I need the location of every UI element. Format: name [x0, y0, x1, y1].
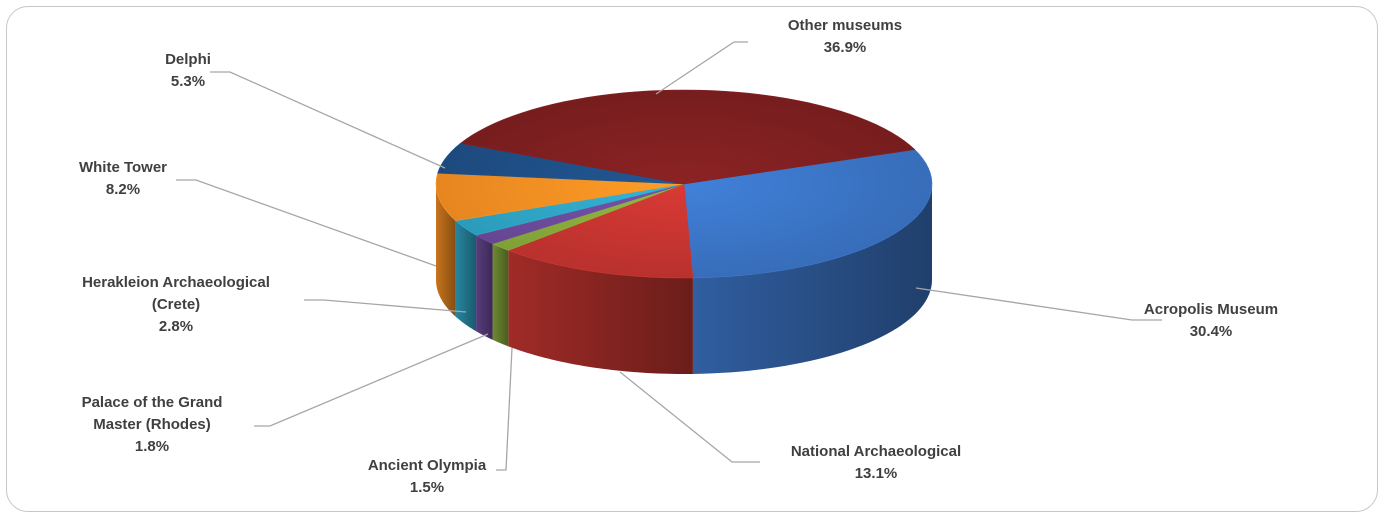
leader-line-rhodes [254, 333, 489, 427]
leader-line-national [619, 371, 760, 463]
slice-value-rhodes: 1.8% [135, 438, 169, 455]
slice-acropolis [683, 149, 933, 279]
slice-side-acropolis [692, 184, 932, 374]
slice-label-other: Other museums 36.9% [788, 17, 902, 56]
leader-line-whitetower [176, 179, 437, 267]
slice-name-herakleion: (Crete) [152, 296, 200, 313]
slice-label-delphi: Delphi 5.3% [165, 51, 211, 90]
slice-name-other: Other museums [788, 17, 902, 34]
slice-value-acropolis: 30.4% [1190, 323, 1233, 340]
slice-name-herakleion: Herakleion Archaeological [82, 274, 270, 291]
leader-lines [176, 41, 1162, 471]
slice-label-national: National Archaeological 13.1% [791, 443, 961, 482]
slice-value-other: 36.9% [824, 39, 867, 56]
slice-name-rhodes: Master (Rhodes) [93, 416, 211, 433]
leader-line-other [655, 41, 748, 95]
slice-value-herakleion: 2.8% [159, 318, 193, 335]
slice-label-acropolis: Acropolis Museum 30.4% [1144, 301, 1278, 340]
slice-label-whitetower: White Tower 8.2% [79, 159, 167, 198]
slice-side-rhodes [476, 235, 493, 340]
slice-herakleion [454, 183, 685, 236]
slice-label-herakleion: Herakleion Archaeological (Crete) 2.8% [82, 274, 270, 335]
slice-olympia [491, 183, 685, 251]
pie-tops [435, 89, 933, 279]
slice-name-olympia: Ancient Olympia [368, 457, 487, 474]
slice-side-olympia [492, 243, 509, 347]
slice-side-whitetower [436, 184, 456, 317]
slice-label-rhodes: Palace of the Grand Master (Rhodes) 1.8% [82, 394, 223, 455]
slice-labels: Acropolis Museum 30.4% National Archaeolog… [79, 17, 1278, 496]
slice-national [507, 183, 694, 279]
slice-whitetower [435, 172, 685, 221]
slice-side-national [508, 250, 693, 374]
slice-label-olympia: Ancient Olympia 1.5% [368, 457, 487, 496]
slice-value-delphi: 5.3% [171, 73, 205, 90]
pie-sides [436, 184, 932, 374]
slice-delphi [437, 142, 685, 185]
slice-name-acropolis: Acropolis Museum [1144, 301, 1278, 318]
slice-value-national: 13.1% [855, 465, 898, 482]
slice-name-whitetower: White Tower [79, 159, 167, 176]
slice-name-national: National Archaeological [791, 443, 961, 460]
leader-line-herakleion [304, 299, 467, 313]
leader-line-olympia [496, 347, 513, 471]
slice-name-delphi: Delphi [165, 51, 211, 68]
slice-side-herakleion [455, 220, 477, 332]
leader-line-acropolis [915, 287, 1162, 321]
slice-name-rhodes: Palace of the Grand [82, 394, 223, 411]
slice-other [459, 89, 916, 185]
slice-value-whitetower: 8.2% [106, 181, 140, 198]
slice-rhodes [475, 183, 685, 245]
slice-value-olympia: 1.5% [410, 479, 444, 496]
leader-line-delphi [210, 71, 446, 169]
